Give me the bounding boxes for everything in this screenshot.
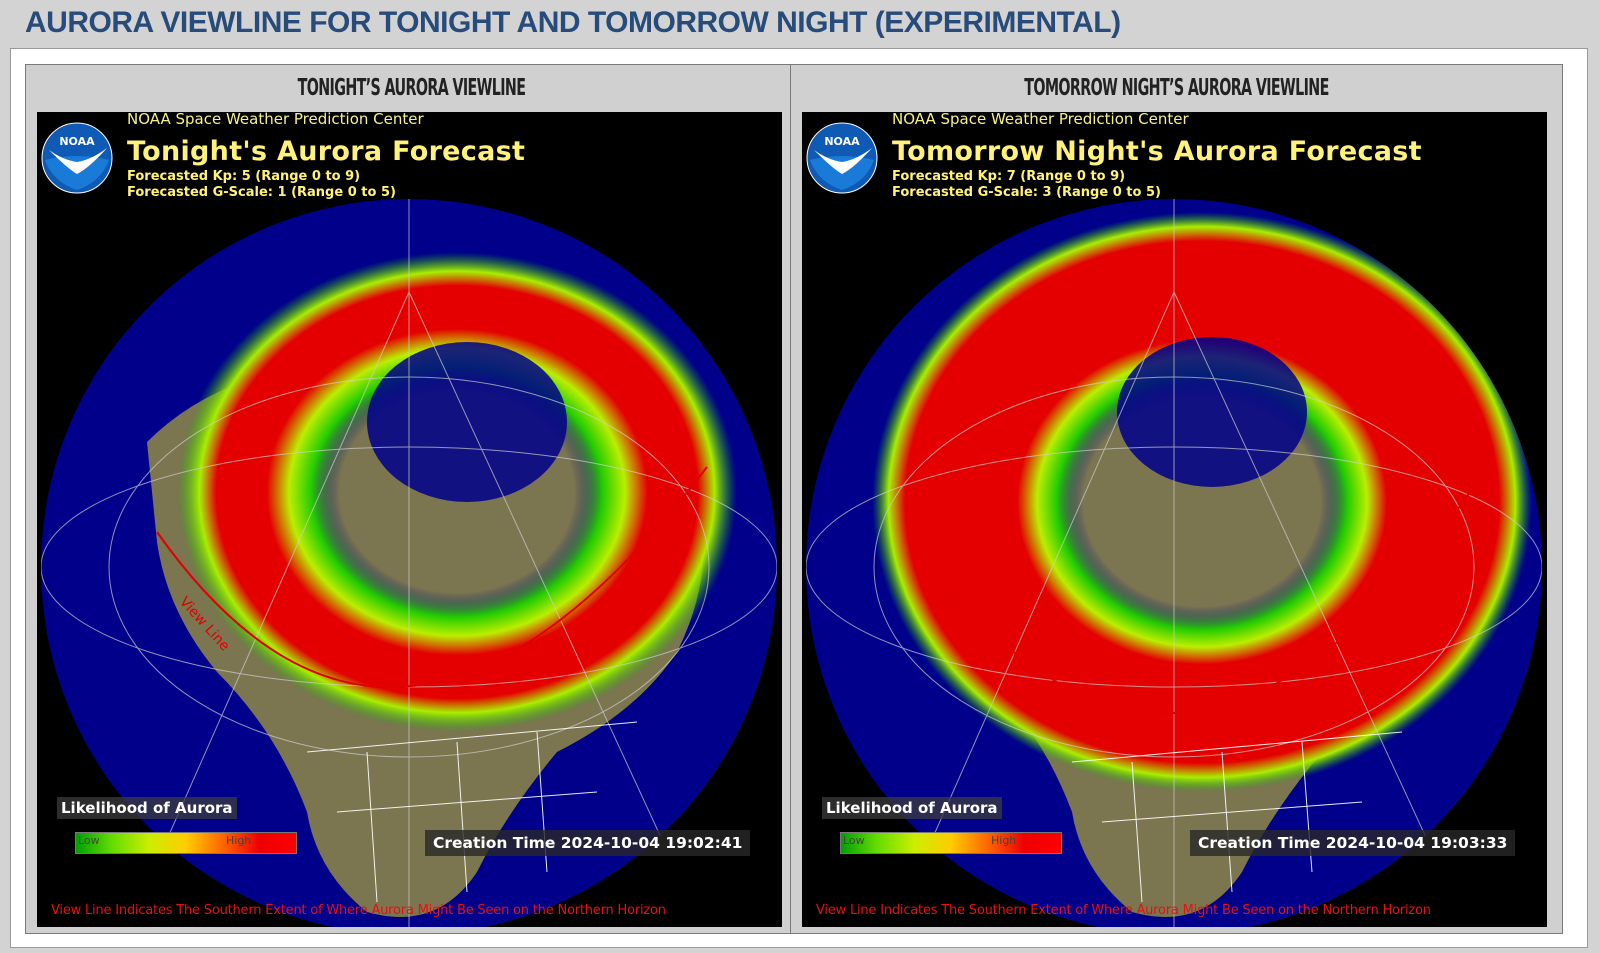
noaa-logo-icon: NOAA [41,122,113,194]
viewline-curve [911,481,1478,715]
svg-text:NOAA: NOAA [59,135,95,148]
tonight-globe-graphic: View Line [41,199,777,927]
source-label: NOAA Space Weather Prediction Center [892,112,1189,128]
likelihood-label: Likelihood of Aurora [57,797,237,819]
colorbar-high-label: High [991,834,1017,847]
viewline-footnote: View Line Indicates The Southern Extent … [816,903,1431,918]
likelihood-label: Likelihood of Aurora [822,797,1002,819]
gscale-label: Forecasted G-Scale: 3 (Range 0 to 5) [892,185,1161,200]
tomorrow-panel-title: TOMORROW NIGHT’S AURORA VIEWLINE [1024,75,1329,101]
tonight-panel-title: TONIGHT’S AURORA VIEWLINE [297,75,526,101]
kp-label: Forecasted Kp: 5 (Range 0 to 9) [127,169,361,184]
kp-label: Forecasted Kp: 7 (Range 0 to 9) [892,169,1126,184]
likelihood-colorbar: Low High [840,832,1062,854]
likelihood-colorbar: Low High [75,832,297,854]
tomorrow-panel: TOMORROW NIGHT’S AURORA VIEWLINE [790,64,1563,934]
creation-time: Creation Time 2024-10-04 19:02:41 [425,830,751,856]
colorbar-high-label: High [226,834,252,847]
svg-text:NOAA: NOAA [824,135,860,148]
tonight-panel: TONIGHT’S AURORA VIEWLINE [25,64,798,934]
viewline-footnote: View Line Indicates The Southern Extent … [51,903,666,918]
tomorrow-aurora-map[interactable]: View Line NOAA NOAA Space Weather Predic… [802,112,1547,927]
viewline-curve [156,466,708,689]
creation-time: Creation Time 2024-10-04 19:03:33 [1190,830,1516,856]
forecast-container: TONIGHT’S AURORA VIEWLINE [10,48,1588,948]
page-title: AURORA VIEWLINE FOR TONIGHT AND TOMORROW… [25,6,1121,39]
polar-cap [1117,337,1307,487]
tonight-aurora-map[interactable]: View Line NOAA NOAA Space Weather Predic… [37,112,782,927]
noaa-logo-icon: NOAA [806,122,878,194]
tomorrow-globe-graphic: View Line [806,199,1542,927]
polar-cap [367,342,567,502]
gscale-label: Forecasted G-Scale: 1 (Range 0 to 5) [127,185,396,200]
forecast-heading: Tomorrow Night's Aurora Forecast [892,136,1422,167]
forecast-heading: Tonight's Aurora Forecast [127,136,526,167]
source-label: NOAA Space Weather Prediction Center [127,112,424,128]
colorbar-low-label: Low [78,834,100,847]
aurora-oval [872,212,1532,792]
colorbar-low-label: Low [843,834,865,847]
